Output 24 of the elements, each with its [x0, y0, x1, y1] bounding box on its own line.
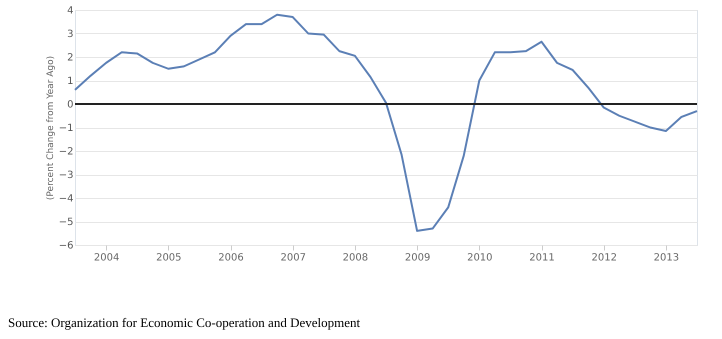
- x-tick-label: 2009: [404, 252, 430, 264]
- x-tick-label: 2012: [591, 252, 617, 264]
- y-tick-label: −5: [58, 217, 74, 228]
- y-tick-label: 1: [67, 76, 74, 87]
- y-tick-label: −6: [58, 240, 74, 252]
- x-tick-label: 2008: [342, 252, 368, 264]
- y-tick-label: 2: [67, 52, 74, 64]
- y-tick-label: −1: [58, 123, 74, 134]
- line-series: [74, 14, 698, 232]
- y-tick-label: −2: [58, 146, 74, 158]
- y-tick-label: −3: [58, 170, 74, 181]
- x-tick-label: 2004: [94, 252, 120, 264]
- y-tick-label: 3: [67, 29, 74, 40]
- y-tick-label: 0: [67, 100, 74, 110]
- x-tick-label: 2005: [156, 252, 182, 264]
- y-tick-label: −4: [58, 194, 74, 204]
- y-axis-title: (Percent Change from Year Ago): [46, 56, 56, 200]
- y-tick-label: 4: [67, 6, 74, 16]
- x-tick-label: 2006: [218, 252, 244, 264]
- x-tick-label: 2011: [529, 252, 555, 264]
- x-tick-label: 2007: [280, 252, 306, 264]
- x-tick-label: 2010: [467, 252, 493, 264]
- source-note: Source: Organization for Economic Co-operation and Development: [8, 315, 360, 330]
- x-tick-label: 2013: [654, 252, 680, 264]
